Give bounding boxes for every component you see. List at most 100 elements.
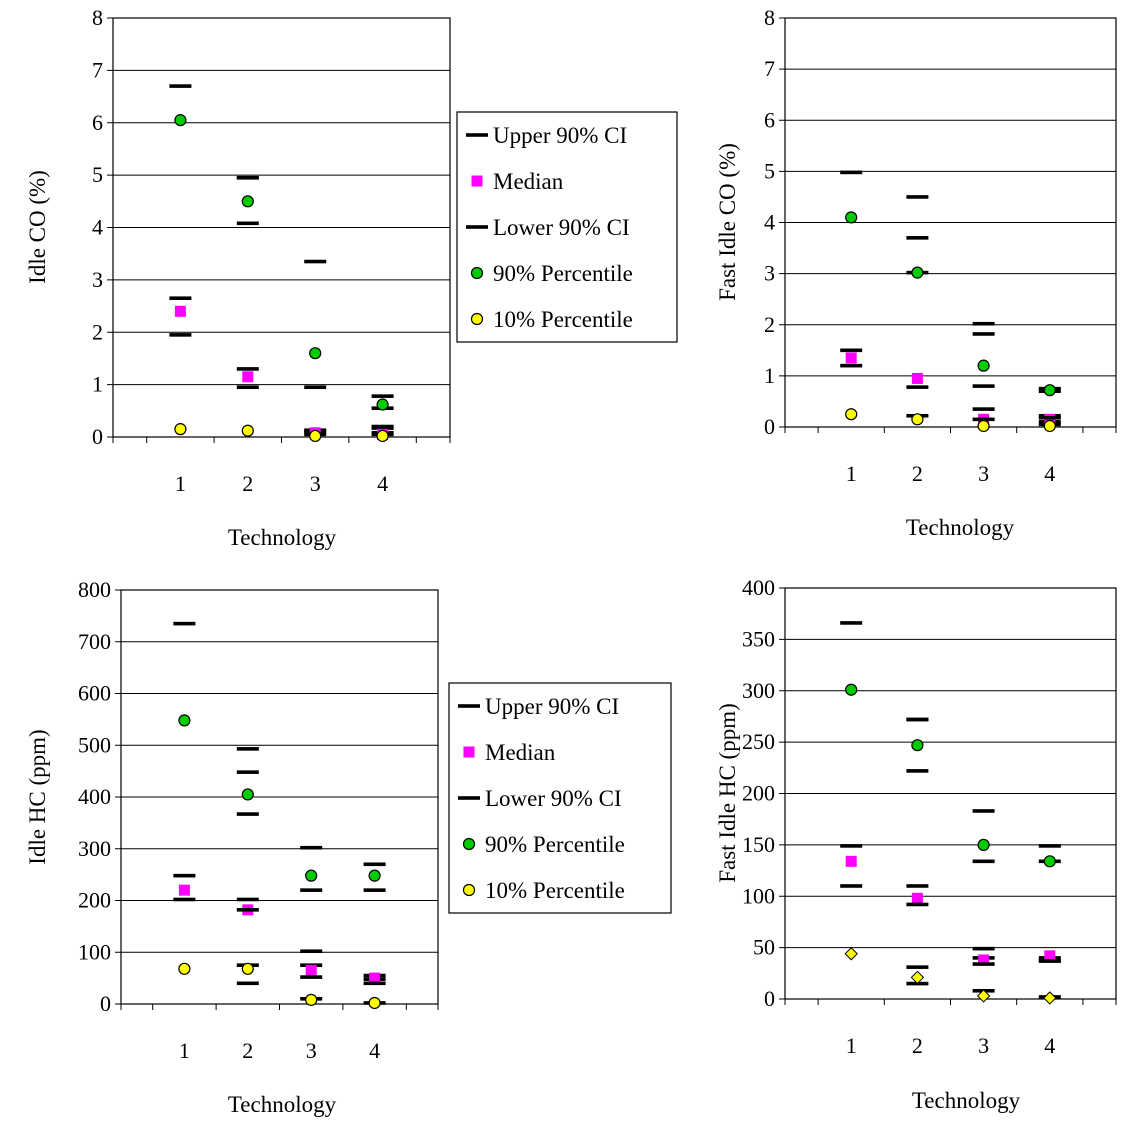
y-tick-label: 4 — [764, 210, 775, 235]
x-tick-label: 2 — [242, 1038, 253, 1063]
x-tick-label: 3 — [978, 1033, 989, 1058]
marker-90-percentile — [368, 869, 381, 882]
marker-10-percentile — [844, 947, 858, 961]
legend-marker — [466, 133, 488, 137]
x-axis-title: Technology — [228, 1092, 337, 1117]
y-tick-label: 300 — [78, 836, 111, 861]
marker-90-percentile — [845, 211, 858, 224]
ci-dash — [300, 845, 323, 850]
x-tick-label: 1 — [175, 471, 186, 496]
legend-marker — [462, 883, 476, 897]
ci-dash — [304, 385, 327, 390]
y-tick-label: 7 — [92, 57, 103, 82]
marker-upper-90-ci — [906, 385, 929, 389]
marker-median — [845, 352, 857, 364]
legend-marker — [466, 225, 488, 229]
y-tick-label: 350 — [742, 626, 775, 651]
legend: Upper 90% CI Median Lower 90% CI 90% Percen… — [456, 111, 678, 343]
legend-box — [456, 111, 678, 343]
y-axis-title: Fast Idle HC (ppm) — [715, 703, 740, 883]
ci-dash — [236, 981, 259, 986]
ci-dash — [972, 859, 995, 864]
chart-idle-hc: 0 100 200 300 400 500 600 700 800 1 2 3 4 Technology I… — [25, 577, 672, 1117]
marker-90-percentile — [977, 838, 990, 851]
marker-90-percentile — [309, 347, 322, 360]
marker-median — [369, 972, 381, 984]
ci-dash — [1038, 844, 1061, 848]
marker-90-percentile — [911, 266, 924, 279]
marker-upper-90-ci — [236, 897, 259, 902]
marker-90-percentile — [911, 739, 924, 752]
marker-90-percentile — [174, 114, 187, 127]
ci-dash — [169, 84, 192, 88]
y-tick-label: 400 — [742, 575, 775, 600]
ci-dash — [840, 170, 863, 175]
y-axis-title: Idle CO (%) — [25, 170, 50, 284]
marker-median — [242, 371, 254, 383]
x-tick-label: 1 — [846, 461, 857, 486]
y-tick-label: 800 — [78, 577, 111, 602]
y-tick-label: 5 — [92, 162, 103, 187]
x-tick-label: 4 — [377, 471, 388, 496]
chart-fast-idle-hc: 0 50 100 150 200 250 300 350 400 1 2 3 4 Technology Fa… — [715, 575, 1117, 1113]
ci-dash — [236, 175, 259, 180]
ci-dash — [972, 332, 995, 336]
marker-10-percentile — [911, 413, 924, 426]
legend-label: Lower 90% CI — [493, 215, 630, 240]
marker-median — [845, 855, 857, 867]
y-tick-label: 100 — [742, 883, 775, 908]
y-tick-label: 200 — [742, 781, 775, 806]
marker-upper-90-ci — [840, 844, 863, 848]
marker-lower-90-ci — [972, 417, 995, 422]
marker-lower-90-ci — [363, 981, 386, 986]
marker-upper-90-ci — [371, 394, 394, 398]
ci-dash — [363, 862, 386, 867]
x-tick-label: 1 — [846, 1033, 857, 1058]
legend-label: Median — [493, 169, 564, 194]
y-tick-label: 600 — [78, 681, 111, 706]
marker-lower-90-ci — [236, 908, 259, 912]
x-tick-label: 4 — [369, 1038, 380, 1063]
marker-10-percentile — [305, 993, 318, 1006]
legend-marker — [470, 312, 484, 326]
ci-dash — [972, 321, 995, 326]
ci-dash — [236, 770, 259, 774]
ci-dash — [906, 236, 929, 240]
marker-10-percentile — [174, 423, 187, 436]
ci-dash — [236, 221, 259, 226]
legend-marker — [463, 746, 475, 758]
legend-label: 90% Percentile — [493, 261, 633, 286]
marker-10-percentile — [976, 989, 991, 1003]
chart-fast-idle-co: 0 1 2 3 4 5 6 7 8 1 2 3 4 Technology Fast Idle CO (%) — [715, 5, 1117, 540]
y-tick-label: 1 — [764, 363, 775, 388]
y-tick-label: 500 — [78, 732, 111, 757]
y-tick-label: 7 — [764, 56, 775, 81]
marker-upper-90-ci — [840, 348, 863, 353]
y-tick-label: 6 — [92, 110, 103, 135]
marker-90-percentile — [241, 195, 254, 208]
marker-90-percentile — [845, 683, 858, 696]
y-tick-label: 100 — [78, 939, 111, 964]
ci-dash — [173, 621, 196, 626]
y-tick-label: 0 — [764, 414, 775, 439]
marker-median — [978, 954, 990, 966]
ci-dash — [236, 812, 259, 816]
x-tick-label: 3 — [306, 1038, 317, 1063]
ci-dash — [363, 888, 386, 892]
legend-label: Median — [485, 740, 556, 765]
ci-dash — [371, 424, 394, 429]
marker-lower-90-ci — [840, 363, 863, 368]
y-tick-label: 1 — [92, 372, 103, 397]
x-axis-title: Technology — [912, 1088, 1021, 1113]
legend-label: 10% Percentile — [493, 307, 633, 332]
ci-dash — [972, 809, 995, 813]
y-tick-label: 250 — [742, 729, 775, 754]
y-tick-label: 150 — [742, 832, 775, 857]
x-tick-label: 1 — [179, 1038, 190, 1063]
chart-idle-co: 0 1 2 3 4 5 6 7 8 1 2 3 4 Technology Idle CO (%) Upper … — [25, 5, 678, 550]
x-tick-label: 3 — [310, 471, 321, 496]
marker-median — [174, 305, 186, 317]
marker-10-percentile — [910, 970, 925, 985]
marker-90-percentile — [1043, 855, 1056, 868]
